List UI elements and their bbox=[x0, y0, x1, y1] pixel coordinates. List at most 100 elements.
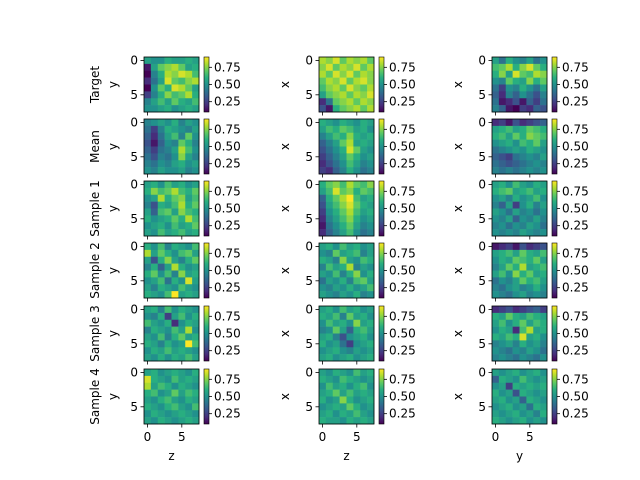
heatmap-cell bbox=[492, 340, 500, 348]
heatmap-cell bbox=[498, 132, 507, 140]
heatmap-cell bbox=[346, 222, 354, 230]
heatmap-cell bbox=[144, 181, 152, 189]
heatmap-cell bbox=[319, 277, 327, 285]
heatmap-cell bbox=[185, 347, 193, 355]
heatmap-cell bbox=[512, 119, 520, 127]
y-tick-label: 5 bbox=[305, 400, 313, 414]
heatmap-cell bbox=[367, 417, 375, 425]
heatmap-cell bbox=[339, 354, 347, 362]
heatmap-cell bbox=[150, 187, 159, 196]
y-tick-label: 5 bbox=[130, 400, 138, 414]
heatmap-cell bbox=[192, 187, 200, 196]
heatmap-cell bbox=[505, 167, 513, 175]
heatmap-cell bbox=[192, 146, 200, 154]
heatmap-cell bbox=[540, 410, 548, 418]
heatmap-cell bbox=[171, 167, 179, 175]
heatmap-cell bbox=[353, 291, 361, 299]
heatmap-cell bbox=[157, 340, 165, 348]
heatmap-cell bbox=[367, 70, 375, 78]
heatmap-cell bbox=[519, 98, 527, 106]
heatmap-cell bbox=[150, 125, 159, 134]
heatmap-cell bbox=[171, 181, 179, 189]
heatmap-cell bbox=[540, 105, 548, 113]
heatmap-cell bbox=[367, 125, 375, 134]
heatmap-cell bbox=[339, 125, 347, 134]
heatmap-cell bbox=[325, 160, 334, 168]
colorbar-tick-label: 0.75 bbox=[562, 372, 589, 386]
y-tick-label: 0 bbox=[305, 239, 313, 253]
heatmap-cell bbox=[353, 396, 361, 404]
heatmap-cell bbox=[178, 153, 186, 161]
heatmap-cell bbox=[178, 417, 186, 425]
heatmap-cell bbox=[164, 382, 172, 390]
heatmap-cell bbox=[319, 167, 327, 175]
heatmap-cell bbox=[164, 57, 172, 65]
heatmap-cell bbox=[144, 222, 152, 230]
heatmap-cell bbox=[171, 84, 179, 92]
heatmap-cell bbox=[505, 125, 513, 134]
heatmap-cell bbox=[367, 105, 375, 113]
heatmap-cell bbox=[164, 208, 172, 216]
heatmap-cell bbox=[498, 208, 507, 216]
heatmap-cell bbox=[171, 187, 179, 196]
heatmap-cell bbox=[533, 417, 541, 425]
heatmap-cell bbox=[360, 208, 368, 216]
colorbar bbox=[203, 118, 210, 175]
heatmap-cell bbox=[192, 326, 200, 334]
heatmap-cell bbox=[319, 284, 327, 292]
heatmap-cell bbox=[498, 84, 507, 92]
heatmap-cell bbox=[332, 263, 340, 271]
heatmap-cell bbox=[540, 270, 548, 278]
heatmap-cell bbox=[325, 410, 334, 418]
panel-frame bbox=[491, 305, 548, 362]
heatmap-cell bbox=[512, 181, 520, 189]
heatmap-cell bbox=[144, 160, 152, 168]
heatmap-cell bbox=[185, 403, 193, 411]
colorbar-tick-label: 0.75 bbox=[389, 246, 416, 260]
heatmap-cell bbox=[512, 410, 520, 418]
heatmap-cell bbox=[325, 132, 334, 140]
heatmap-cell bbox=[492, 119, 500, 127]
heatmap-cell bbox=[505, 333, 513, 341]
heatmap-cell bbox=[512, 187, 520, 196]
heatmap-cell bbox=[325, 181, 334, 189]
heatmap-cell bbox=[526, 125, 534, 134]
heatmap-cell bbox=[144, 91, 152, 99]
heatmap-cell bbox=[144, 201, 152, 209]
heatmap-cell bbox=[367, 243, 375, 251]
heatmap-cell bbox=[346, 139, 354, 147]
heatmap-cell bbox=[512, 347, 520, 355]
heatmap-cell bbox=[332, 70, 340, 78]
heatmap-cell bbox=[319, 243, 327, 251]
heatmap-cell bbox=[157, 333, 165, 341]
heatmap-cell bbox=[505, 354, 513, 362]
x-tick-label: 0 bbox=[144, 430, 152, 444]
heatmap-cell bbox=[526, 306, 534, 314]
heatmap-cell bbox=[492, 284, 500, 292]
heatmap-cell bbox=[519, 132, 527, 140]
heatmap-cell bbox=[157, 284, 165, 292]
heatmap-cell bbox=[164, 326, 172, 334]
heatmap-cell bbox=[526, 326, 534, 334]
heatmap-cell bbox=[519, 312, 527, 321]
heatmap-cell bbox=[526, 139, 534, 147]
heatmap-cell bbox=[526, 417, 534, 425]
heatmap-cell bbox=[367, 194, 375, 202]
heatmap-cell bbox=[512, 291, 520, 299]
heatmap-cell bbox=[492, 369, 500, 377]
heatmap-cell bbox=[353, 70, 361, 78]
heatmap-cell bbox=[353, 319, 361, 327]
heatmap-cell bbox=[325, 326, 334, 334]
heatmap-cell bbox=[360, 375, 368, 384]
y-axis-label: y bbox=[106, 330, 120, 337]
heatmap-cell bbox=[519, 326, 527, 334]
heatmap-cell bbox=[512, 263, 520, 271]
heatmap-cell bbox=[526, 256, 534, 264]
heatmap-cell bbox=[505, 326, 513, 334]
heatmap-cell bbox=[346, 306, 354, 314]
heatmap-cell bbox=[519, 375, 527, 384]
heatmap-cell bbox=[185, 125, 193, 134]
heatmap-cell bbox=[540, 181, 548, 189]
heatmap-cell bbox=[346, 270, 354, 278]
y-axis-label: x bbox=[278, 267, 292, 274]
